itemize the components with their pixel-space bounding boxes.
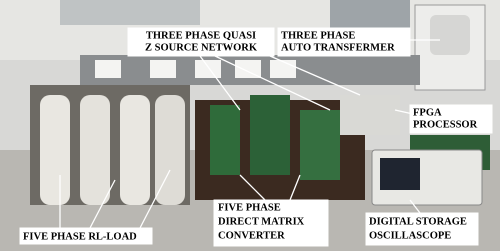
- label-line: OSCILLASCOPE: [369, 230, 451, 241]
- label-line: FPGA: [413, 107, 442, 118]
- labels: THREE PHASE QUASI Z SOURCE NETWORK THREE…: [23, 30, 478, 242]
- label-line: FIVE PHASE RL-LOAD: [23, 231, 137, 242]
- label-line: FIVE PHASE: [218, 202, 281, 213]
- label-line: THREE PHASE QUASI: [146, 30, 256, 41]
- label-line: THREE PHASE: [281, 30, 355, 41]
- label-boxes: [19, 27, 493, 247]
- label-line: DIRECT MATRIX: [218, 216, 305, 227]
- label-line: DIGITAL STORAGE: [369, 216, 467, 227]
- label-line: PROCESSOR: [413, 119, 478, 130]
- label-line: AUTO TRANSFERMER: [281, 42, 395, 53]
- label-line: CONVERTER: [218, 230, 285, 241]
- label-line: Z SOURCE NETWORK: [145, 42, 258, 53]
- pointer-lines: [59, 39, 441, 229]
